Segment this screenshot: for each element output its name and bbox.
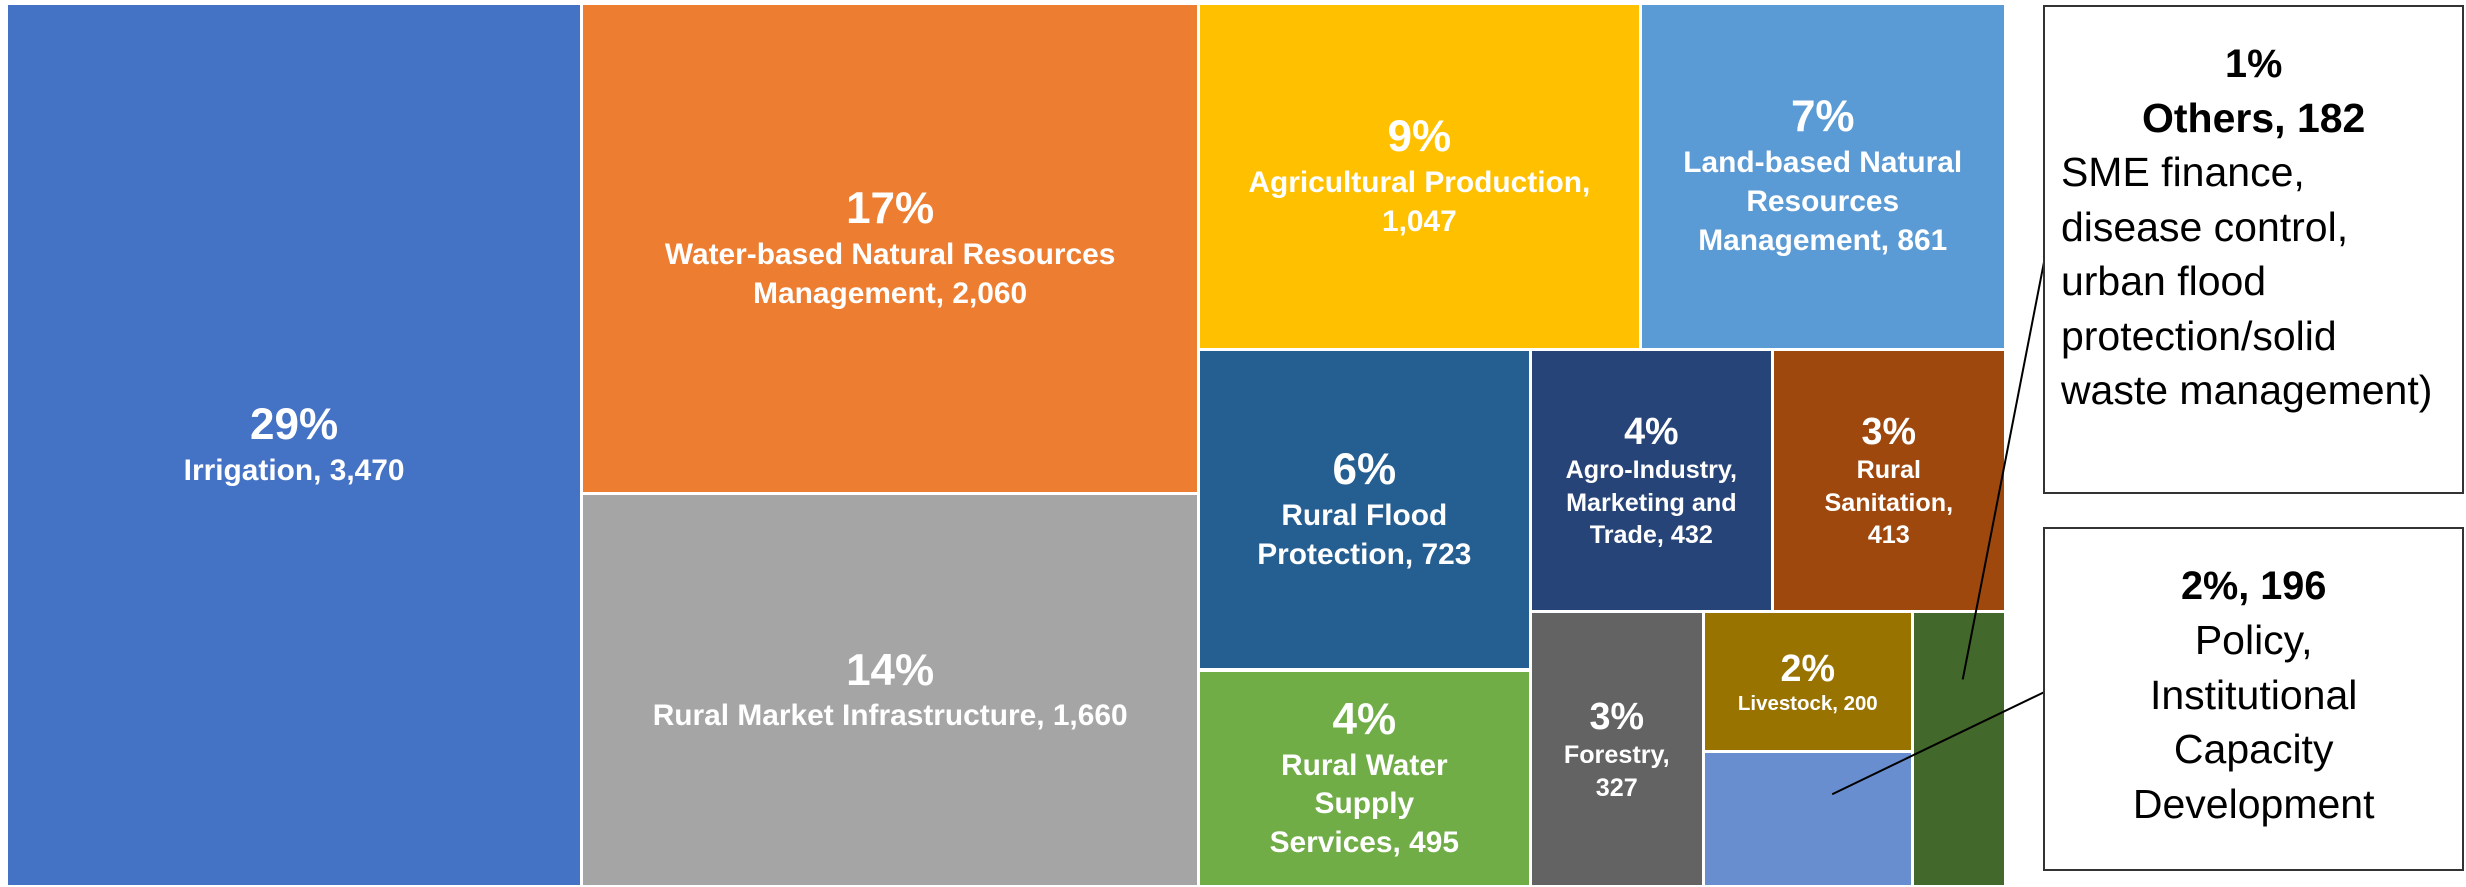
category-label: Rural Sanitation, — [1824, 456, 1954, 517]
share-label: 4% — [1332, 694, 1397, 744]
tile: 7% Land-based Natural Resources Managemen… — [1641, 4, 2004, 348]
share-label: 4% — [1624, 409, 1679, 452]
callout-title: Others, 182 — [2061, 91, 2446, 146]
callout-box: 2%, 196 Policy, Institutional Capacity De… — [2042, 526, 2465, 872]
value-label: 182 — [2296, 94, 2366, 141]
tile-label: Agricultural Production, 1,047 — [1216, 164, 1623, 242]
tile: 29% Irrigation, 3,470 — [7, 4, 581, 886]
share-label: 3% — [1861, 409, 1917, 452]
callout-box: 1% Others, 182 SME finance, disease contro… — [2042, 4, 2465, 494]
value-label: 196 — [2260, 564, 2327, 609]
tile-label: Rural Water Supply Services, 495 — [1247, 747, 1481, 863]
category-label: Water-based Natural Resources Management… — [664, 238, 1116, 310]
tile-label: Land-based Natural Resources Management,… — [1673, 144, 1972, 260]
category-label: Rural Market Infrastructure, — [652, 699, 1045, 733]
tile: 3% Rural Sanitation, 413 — [1774, 350, 2004, 611]
callout-share: 1% — [2225, 42, 2283, 87]
category-label: Forestry, — [1563, 741, 1670, 770]
share-label: 14% — [846, 645, 935, 695]
tile: 14% Rural Market Infrastructure, 1,660 — [583, 495, 1197, 886]
value-label: 723 — [1421, 537, 1472, 571]
value-label: 327 — [1595, 774, 1638, 803]
category-label: Policy, Institutional Capacity Developme… — [2132, 616, 2375, 827]
category-label: Others, — [2141, 94, 2286, 141]
value-label: 495 — [1409, 826, 1460, 860]
leader-line — [1961, 259, 2046, 680]
callout-title: 2%, 196 — [2061, 560, 2446, 613]
category-label: Rural Flood Protection, — [1257, 499, 1448, 571]
tile-label: Water-based Natural Resources Management… — [646, 236, 1134, 314]
value-label: 861 — [1897, 223, 1948, 257]
value-label: 1,660 — [1052, 699, 1128, 733]
category-label: Irrigation, — [183, 454, 322, 488]
tile: 9% Agricultural Production, 1,047 — [1199, 4, 1639, 348]
share-label: 7% — [1790, 92, 1855, 142]
share-label: 6% — [1332, 445, 1397, 495]
tile-label: Agro-Industry, Marketing and Trade, 432 — [1541, 454, 1761, 552]
tile: 6% Rural Flood Protection, 723 — [1199, 350, 1529, 669]
tile-label: Forestry, 327 — [1544, 739, 1689, 804]
tile-label: Livestock, 200 — [1738, 691, 1878, 718]
leader-line — [1831, 691, 2045, 796]
share-label: 29% — [250, 400, 339, 450]
share-label: 17% — [846, 184, 935, 234]
value-label: 432 — [1670, 521, 1713, 550]
tile: 17% Water-based Natural Resources Managem… — [583, 4, 1197, 493]
tile — [1704, 753, 1911, 886]
tile: 4% Rural Water Supply Services, 495 — [1199, 671, 1529, 886]
category-label: Agricultural Production, — [1248, 165, 1591, 199]
category-label: Agro-Industry, Marketing and Trade, — [1565, 456, 1738, 550]
category-label: Land-based Natural Resources Management, — [1683, 146, 1963, 257]
value-label: 200 — [1843, 692, 1878, 716]
tile: 2% Livestock, 200 — [1704, 613, 1911, 751]
value-label: 2,060 — [952, 276, 1028, 310]
value-label: 413 — [1867, 521, 1910, 550]
value-label: 3,470 — [329, 454, 405, 488]
category-label: Livestock, — [1737, 692, 1838, 716]
callout-note: SME finance, disease control, urban floo… — [2060, 149, 2433, 414]
value-label: 1,047 — [1381, 204, 1457, 238]
share-label: 3% — [1589, 695, 1644, 738]
share-label: 2% — [1780, 646, 1836, 689]
category-label: Rural Water Supply Services, — [1269, 748, 1448, 860]
tile: 4% Agro-Industry, Marketing and Trade, 43… — [1531, 350, 1771, 611]
tile-label: Rural Sanitation, 413 — [1805, 454, 1972, 552]
tile: 3% Forestry, 327 — [1531, 613, 1702, 886]
tile-label: Rural Market Infrastructure, 1,660 — [653, 697, 1128, 736]
share-label: 9% — [1387, 111, 1452, 161]
tile-label: Rural Flood Protection, 723 — [1247, 497, 1481, 575]
tile — [1913, 613, 2004, 886]
share-label: 2%, — [2180, 564, 2250, 609]
tile-label: Irrigation, 3,470 — [184, 452, 405, 491]
